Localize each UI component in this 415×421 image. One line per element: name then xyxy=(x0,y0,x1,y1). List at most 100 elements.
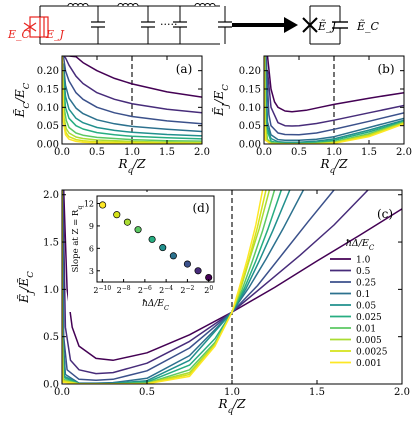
ej-label: E_J xyxy=(45,28,65,41)
x-tick-label: 1.5 xyxy=(361,147,377,158)
data-point xyxy=(123,218,131,226)
ej-eff-label: Ẽ_J xyxy=(317,19,337,33)
series-line-0.1 xyxy=(264,56,404,142)
inset-x-tick-label: 2−6 xyxy=(138,285,152,296)
y-tick-label: 0.10 xyxy=(239,103,261,114)
ec-label: E_C xyxy=(7,28,31,41)
josephson-junction-red xyxy=(23,16,49,38)
x-tick-label: 1.0 xyxy=(224,387,240,398)
inset-y-tick-label: 9 xyxy=(89,222,94,231)
y-tick-label: 0.20 xyxy=(37,66,59,77)
y-axis-label: ẼJ/EC xyxy=(211,84,231,117)
plots: 0.0 0.5 1.0 1.5 2.00.000.050.100.150.20 (a)Rq… xyxy=(12,55,412,416)
x-tick-label: 2.0 xyxy=(194,147,210,158)
legend-entry: 0.05 xyxy=(356,302,376,312)
y-tick-label: 2.0 xyxy=(43,190,59,201)
legend-entry: 0.01 xyxy=(356,325,376,335)
series-line-0.025 xyxy=(62,81,202,140)
series-line-0.05 xyxy=(264,56,404,143)
y-tick-label: 0.5 xyxy=(43,332,59,343)
x-tick-label: 2.0 xyxy=(396,147,412,158)
inset-y-axis-label: Slope at Z = Rq xyxy=(71,205,84,272)
panel-label-a: (a) xyxy=(176,62,193,76)
inset-x-tick-label: 2−8 xyxy=(117,285,131,296)
y-tick-label: 0.15 xyxy=(239,85,261,96)
arrow-icon xyxy=(232,17,298,33)
legend-entry: 1.0 xyxy=(356,256,371,266)
inductor-2 xyxy=(194,3,216,7)
x-tick-label: 1.5 xyxy=(309,387,325,398)
inset-x-tick-label: 2−4 xyxy=(159,285,173,296)
y-axis-label: ẼC/EC xyxy=(12,82,32,118)
legend-entry: 0.025 xyxy=(356,313,382,323)
y-tick-label: 1.0 xyxy=(43,285,59,296)
y-tick-label: 0.20 xyxy=(239,66,261,77)
series-line-0.005 xyxy=(62,85,202,144)
data-point xyxy=(159,244,167,252)
series-line-0.001 xyxy=(62,190,264,384)
series-line-0.5 xyxy=(266,70,404,127)
y-tick-label: 0.00 xyxy=(239,140,261,151)
x-tick-label: 1.0 xyxy=(124,147,140,158)
x-tick-label: 1.5 xyxy=(159,147,175,158)
effective-circuit xyxy=(302,5,348,45)
inset-y-tick-label: 12 xyxy=(84,199,94,208)
y-tick-label: 0.0 xyxy=(43,380,59,391)
inset-y-tick-label: 3 xyxy=(89,267,94,276)
y-tick-label: 0.10 xyxy=(37,103,59,114)
y-tick-label: 1.5 xyxy=(43,238,59,249)
legend-entry: 0.5 xyxy=(356,267,371,277)
data-point xyxy=(148,235,156,243)
x-tick-label: 0.5 xyxy=(139,387,155,398)
legend-entry: 0.25 xyxy=(356,279,376,289)
x-tick-label: 0.0 xyxy=(54,387,70,398)
series-line-0.1 xyxy=(62,63,202,133)
y-tick-label: 0.15 xyxy=(37,85,59,96)
series-line-0.001 xyxy=(264,56,404,144)
legend-entry: 0.001 xyxy=(356,359,382,369)
inset-frame xyxy=(96,195,215,283)
series-line-1 xyxy=(266,56,404,113)
inductor-0 xyxy=(67,3,89,7)
inset-x-tick-label: 20 xyxy=(204,285,213,296)
ec-eff-label: Ẽ_C xyxy=(356,19,380,33)
x-tick-label: 0.5 xyxy=(291,147,307,158)
y-tick-label: 0.05 xyxy=(239,121,261,132)
panel-c: 0.0 0.5 1.0 1.5 2.00.00.51.01.52.0(c)Rq/ZẼJ/… xyxy=(16,189,410,416)
x-axis-label: Rq/Z xyxy=(118,157,147,176)
series-line-0.05 xyxy=(62,70,202,137)
legend-entry: 0.1 xyxy=(356,290,370,300)
x-axis-label: Rq/Z xyxy=(218,397,247,416)
data-point xyxy=(113,211,121,219)
panel-a: 0.0 0.5 1.0 1.5 2.0 0.00 0.05 0.10 0.15 0.20 (a) Rq… xyxy=(12,55,210,176)
legend-entry: 0.0025 xyxy=(356,348,388,358)
panel-label-b: (b) xyxy=(377,62,394,76)
series-line-0.5 xyxy=(62,190,369,375)
data-point xyxy=(99,201,107,209)
series-line-0.25 xyxy=(62,190,335,381)
inset-panel-d: 2−10 2−8 2−6 2−4 2−2 20 3 6 9 12 (d) ħΔ/EC Slope at … xyxy=(68,192,220,312)
series-line-0.01 xyxy=(62,70,202,142)
x-tick-label: 2.0 xyxy=(394,387,410,398)
y-tick-label: 0.00 xyxy=(37,140,59,151)
x-tick-label: 0.5 xyxy=(89,147,105,158)
x-tick-label: 0.0 xyxy=(54,147,70,158)
panel-label-d: (d) xyxy=(192,201,209,215)
y-axis-label: ẼJ/ẼC xyxy=(16,271,36,304)
panel-label-c: (c) xyxy=(377,207,393,221)
legend-title: ħΔ/EC xyxy=(346,238,375,252)
data-point xyxy=(134,226,142,234)
series-line-1.0 xyxy=(62,190,402,362)
legend-entry: 0.005 xyxy=(356,336,382,346)
transmission-line-ladder xyxy=(67,3,232,44)
inductor-1 xyxy=(117,3,139,7)
series-line-0.25 xyxy=(265,56,404,136)
inset-x-tick-label: 2−10 xyxy=(93,285,111,296)
data-point xyxy=(169,252,177,260)
data-point xyxy=(183,260,191,268)
series-line-0.5 xyxy=(62,56,202,114)
legend: ħΔ/EC 1.00.5 0.250.1 0.050.025 0.010.005 0.00… xyxy=(330,238,388,369)
inset-x-axis-label: ħΔ/EC xyxy=(142,299,169,312)
series-line-0.001 xyxy=(62,56,202,144)
